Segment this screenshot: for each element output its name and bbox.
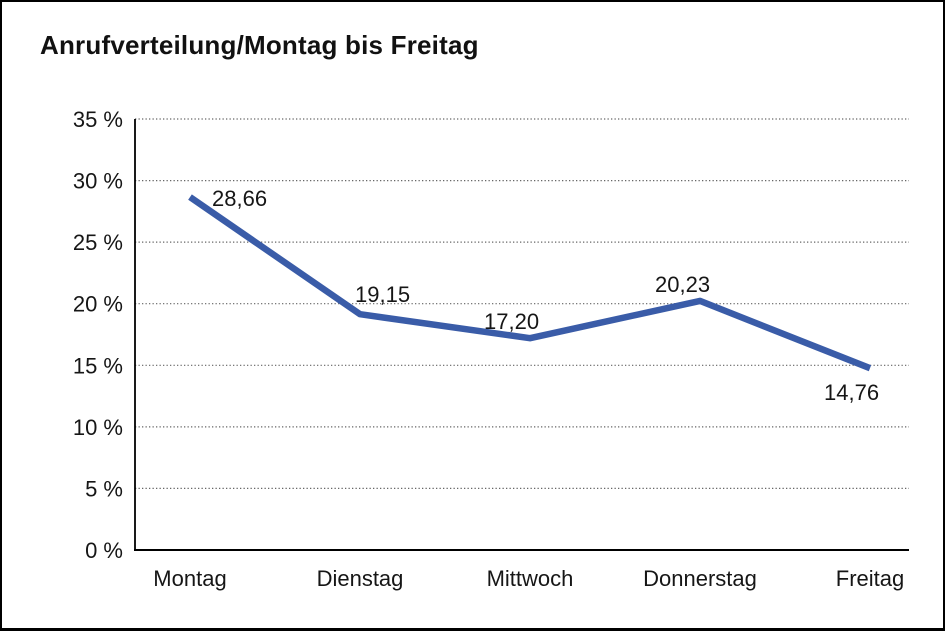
y-tick-label: 0 % (85, 538, 123, 563)
x-category-label: Donnerstag (643, 566, 757, 591)
x-category-label: Dienstag (317, 566, 404, 591)
y-tick-label: 35 % (73, 107, 123, 132)
data-point-label: 17,20 (484, 309, 539, 334)
data-point-label: 19,15 (355, 282, 410, 307)
y-tick-label: 5 % (85, 476, 123, 501)
y-tick-label: 10 % (73, 415, 123, 440)
data-series-line (188, 194, 872, 372)
data-point-label: 14,76 (824, 380, 879, 405)
y-tick-label: 15 % (73, 353, 123, 378)
x-category-label: Mittwoch (487, 566, 574, 591)
x-category-label: Freitag (836, 566, 904, 591)
data-point-label: 20,23 (655, 272, 710, 297)
y-tick-label: 20 % (73, 292, 123, 317)
y-tick-label: 25 % (73, 230, 123, 255)
data-point-label: 28,66 (212, 186, 267, 211)
y-tick-label: 30 % (73, 169, 123, 194)
chart-title: Anrufverteilung/Montag bis Freitag (40, 30, 479, 60)
x-category-label: Montag (153, 566, 226, 591)
